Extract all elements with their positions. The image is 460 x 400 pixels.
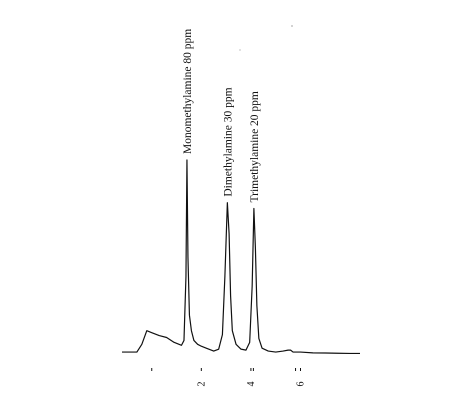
chromatogram-trace	[122, 159, 360, 355]
peak-label: Trimethylamine 20 ppm	[249, 91, 261, 202]
scan-speck	[239, 49, 241, 51]
peak-label: Dimethylamine 30 ppm	[222, 87, 234, 196]
x-tick-label: 6	[296, 382, 307, 387]
plot-area	[122, 159, 360, 355]
x-tick-label: 4	[246, 382, 257, 387]
scan-speck	[291, 25, 293, 27]
peak-label: Monomethylamine 80 ppm	[182, 29, 194, 154]
x-axis-ticks: 2 4 6	[151, 368, 307, 387]
peak-labels: Monomethylamine 80 ppm Dimethylamine 30 p…	[182, 29, 261, 203]
scan-specks	[239, 25, 293, 51]
x-tick-label: 2	[196, 382, 207, 387]
